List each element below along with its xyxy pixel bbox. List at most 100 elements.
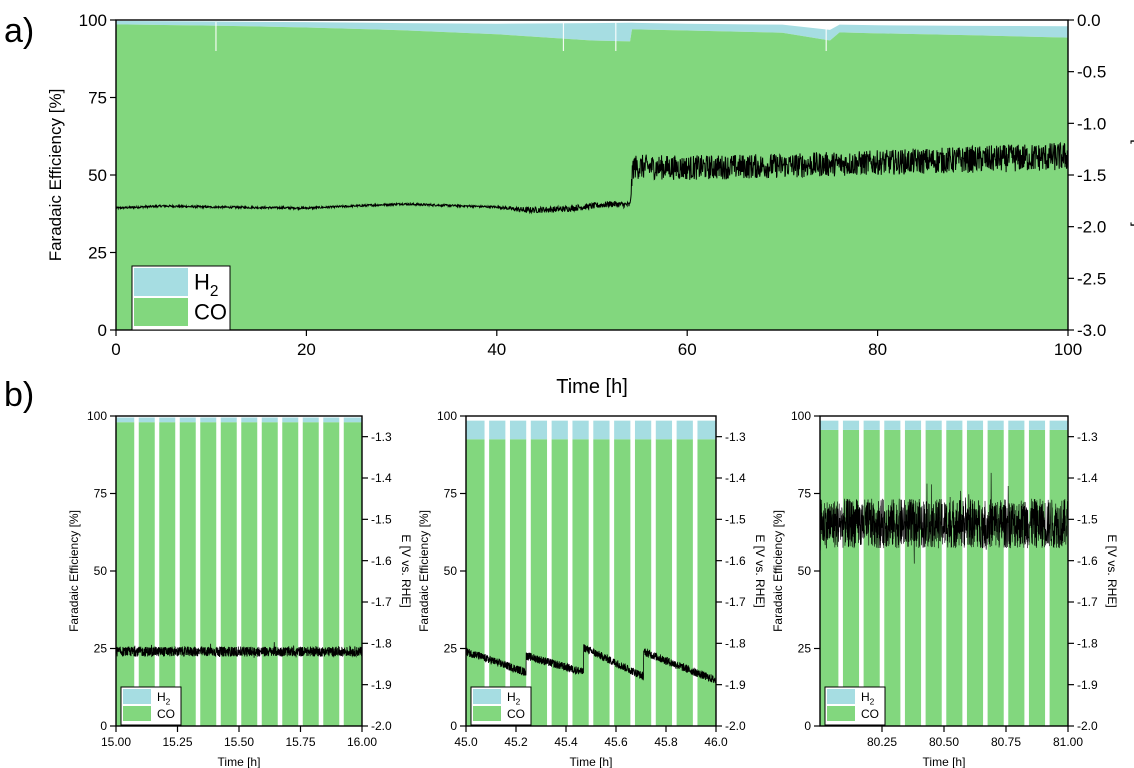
x-tick-label: 45.6 [604, 735, 628, 749]
x-tick-label: 0 [111, 340, 120, 359]
y2-axis-label: E [V vs. RHE] [753, 534, 767, 607]
h2-bar-3 [884, 420, 901, 430]
y-tick-label: 75 [88, 88, 107, 107]
legend-swatch-h2 [123, 689, 151, 704]
y2-tick-label: -1.7 [371, 595, 392, 609]
y2-tick-label: 0.0 [1077, 11, 1101, 30]
x-axis-label: Time [h] [218, 755, 261, 768]
h2-bar-4 [200, 417, 217, 423]
h2-bar-11 [697, 420, 716, 440]
y2-tick-label: -0.5 [1077, 63, 1106, 82]
y-axis-label: Faradaic Efficiency [%] [46, 89, 65, 262]
h2-bar-8 [987, 420, 1004, 430]
co-bar-9 [655, 439, 673, 726]
x-tick-label: 16.00 [347, 735, 377, 749]
y-axis-label: Faradaic Efficiency [%] [417, 510, 431, 632]
panel-label-b: b) [4, 376, 34, 414]
y2-tick-label: -2.0 [371, 719, 392, 733]
h2-bar-10 [676, 420, 693, 440]
co-bar-10 [1028, 429, 1046, 726]
potential-trace [115, 642, 363, 658]
co-bar-3 [884, 429, 901, 726]
y2-tick-label: -1.5 [1077, 166, 1106, 185]
h2-bar-11 [343, 417, 362, 423]
co-bar-7 [614, 439, 631, 726]
h2-bar-7 [614, 420, 631, 440]
co-bar-9 [302, 422, 319, 726]
co-bar-6 [946, 429, 963, 726]
h2-bar-9 [1008, 420, 1025, 430]
y2-tick-label: -2.0 [1077, 719, 1098, 733]
chart-b3: 80.25 80.50 80.75 81.00 0 25 50 75 100 -1.3 -1.4 -1… [771, 409, 1119, 768]
y2-tick-label: -1.5 [1077, 513, 1098, 527]
co-bar-0 [820, 429, 839, 726]
co-bar-11 [1049, 429, 1068, 726]
h2-bar-7 [966, 420, 984, 430]
y2-tick-label: -1.8 [725, 637, 746, 651]
h2-bar-3 [530, 420, 548, 440]
co-bar-8 [282, 422, 299, 726]
y-tick-label: 25 [88, 243, 107, 262]
plot-area-b2 [465, 420, 717, 726]
legend-label-co: CO [861, 707, 879, 721]
y2-tick-label: -1.8 [371, 637, 392, 651]
h2-bar-3 [179, 417, 196, 423]
y-tick-label: 100 [791, 409, 811, 423]
h2-bar-10 [323, 417, 340, 423]
co-bar-2 [159, 422, 176, 726]
y2-tick-label: -1.5 [371, 513, 392, 527]
co-bar-4 [551, 439, 568, 726]
x-tick-label: 15.00 [101, 735, 131, 749]
y2-tick-label: -1.7 [1077, 595, 1098, 609]
potential-trace [115, 141, 1069, 215]
h2-bar-6 [241, 417, 258, 423]
x-tick-label: 80.50 [929, 735, 959, 749]
legend-label-co: CO [507, 707, 525, 721]
x-tick-label: 80.25 [867, 735, 897, 749]
plot-area-b3 [819, 420, 1069, 726]
h2-bar-5 [925, 420, 942, 430]
x-axis-label: Time [h] [923, 755, 966, 768]
legend-label-co: CO [194, 300, 227, 325]
h2-bar-10 [1028, 420, 1046, 430]
co-bar-1 [842, 429, 860, 726]
y2-tick-label: -1.7 [725, 595, 746, 609]
h2-bar-1 [138, 417, 155, 423]
x-tick-label: 45.2 [504, 735, 528, 749]
chart-a: 0 20 40 60 80 100 0 25 50 75 100 0.0 -0.5 -1.0 -1.5 -2.… [46, 11, 1134, 398]
h2-bar-4 [551, 420, 568, 440]
legend-label-h2: H2 [157, 690, 171, 706]
legend-swatch-co [473, 706, 501, 721]
legend-swatch-co [134, 298, 188, 326]
co-bar-6 [241, 422, 258, 726]
co-bar-5 [220, 422, 237, 726]
y-tick-label: 0 [804, 719, 811, 733]
h2-bar-0 [116, 417, 135, 423]
co-bar-0 [466, 439, 485, 726]
h2-bar-9 [655, 420, 673, 440]
x-tick-label: 15.50 [224, 735, 254, 749]
potential-trace [465, 644, 717, 684]
legend-swatch-co [123, 706, 151, 721]
x-tick-label: 100 [1054, 340, 1082, 359]
y-tick-label: 50 [94, 564, 108, 578]
y2-tick-label: -1.4 [725, 471, 746, 485]
y2-tick-label: -2.0 [725, 719, 746, 733]
x-tick-label: 15.75 [285, 735, 315, 749]
y2-tick-label: -1.9 [371, 678, 392, 692]
co-bar-6 [593, 439, 610, 726]
h2-bar-5 [572, 420, 589, 440]
h2-bar-8 [634, 420, 652, 440]
h2-bar-6 [593, 420, 610, 440]
co-bar-5 [572, 439, 589, 726]
y2-tick-label: -1.0 [1077, 114, 1106, 133]
y-tick-label: 50 [88, 166, 107, 185]
h2-bar-4 [904, 420, 922, 430]
co-bar-2 [863, 429, 880, 726]
y2-tick-label: -3.0 [1077, 321, 1106, 340]
y2-tick-label: -1.4 [371, 471, 392, 485]
y-tick-label: 50 [798, 564, 812, 578]
